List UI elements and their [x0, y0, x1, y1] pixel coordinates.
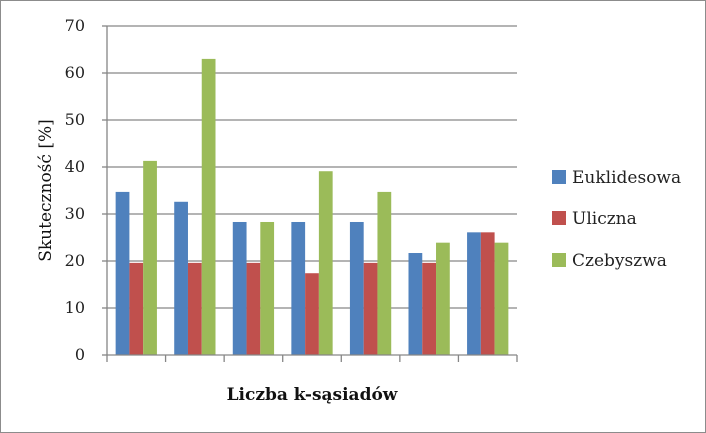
- bar-czebyszwa-3: [260, 221, 275, 355]
- legend-label-uliczna: Uliczna: [572, 209, 637, 229]
- y-tick-label: 50: [65, 110, 85, 129]
- y-tick-label: 60: [65, 63, 85, 82]
- bar-euklidesowa-2: [174, 201, 188, 355]
- y-tick-label: 70: [65, 16, 85, 35]
- axes: [106, 26, 518, 362]
- bar-uliczna-4: [305, 273, 319, 355]
- bar-euklidesowa-7: [467, 232, 481, 355]
- bar-uliczna-3: [246, 262, 261, 355]
- bar-euklidesowa-6: [408, 253, 423, 355]
- bar-uliczna-1: [129, 262, 144, 355]
- bar-czebyszwa-5: [377, 191, 392, 355]
- x-axis-label: Liczba k-sąsiadów: [227, 385, 398, 405]
- bar-czebyszwa-7: [494, 242, 509, 355]
- y-axis-label: Skuteczność [%]: [36, 119, 56, 262]
- y-tick-labels: 0 10 20 30 40 50 60 70: [65, 16, 85, 364]
- y-tick-label: 0: [75, 345, 85, 364]
- y-tick-label: 20: [65, 251, 85, 270]
- legend: Euklidesowa Uliczna Czebyszwa: [552, 168, 681, 271]
- legend-swatch-euklidesowa: [552, 170, 566, 184]
- bar-czebyszwa-2: [201, 58, 216, 356]
- bar-uliczna-6: [422, 262, 437, 355]
- bar-uliczna-7: [480, 232, 495, 355]
- bar-euklidesowa-3: [232, 221, 247, 355]
- bar-uliczna-5: [363, 262, 378, 355]
- bars: [115, 58, 509, 356]
- legend-label-euklidesowa: Euklidesowa: [572, 168, 681, 188]
- legend-swatch-uliczna: [552, 211, 566, 225]
- bar-euklidesowa-5: [349, 221, 364, 355]
- legend-label-czebyszwa: Czebyszwa: [572, 251, 667, 271]
- y-tick-label: 30: [65, 204, 85, 223]
- bar-uliczna-2: [187, 262, 202, 355]
- bar-czebyszwa-1: [143, 160, 157, 355]
- bar-euklidesowa-1: [115, 191, 130, 355]
- legend-swatch-czebyszwa: [552, 253, 566, 267]
- y-tick-label: 40: [65, 157, 85, 176]
- bar-euklidesowa-4: [291, 221, 306, 355]
- bar-czebyszwa-6: [436, 242, 450, 355]
- y-tick-label: 10: [65, 298, 85, 317]
- bar-czebyszwa-4: [318, 171, 333, 355]
